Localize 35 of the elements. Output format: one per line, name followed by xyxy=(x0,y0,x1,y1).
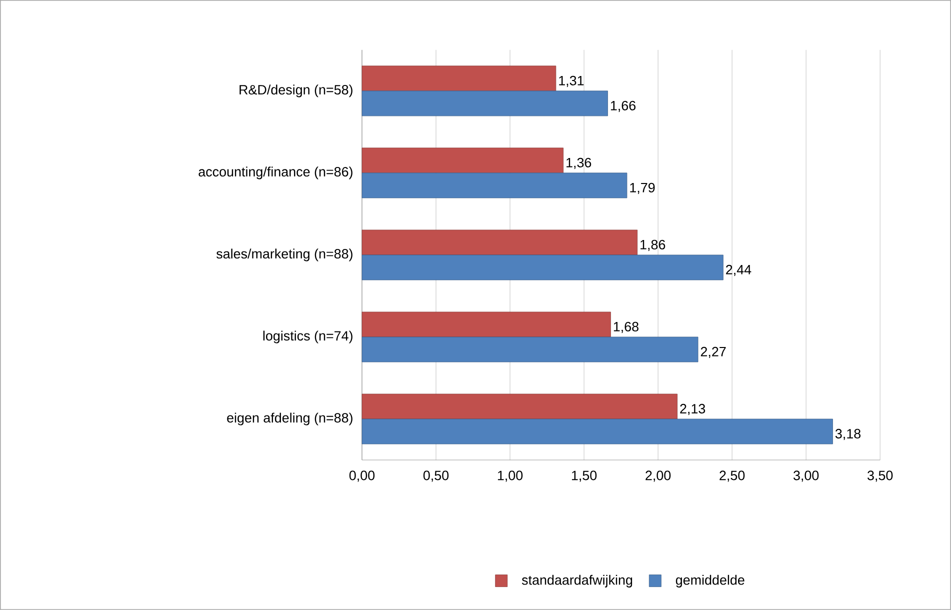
data-label: 1,36 xyxy=(566,158,592,170)
x-tick-label: 0,00 xyxy=(349,470,375,482)
bar xyxy=(362,148,564,174)
bar xyxy=(362,172,628,198)
data-label: 1,86 xyxy=(640,240,666,252)
data-label: 1,79 xyxy=(630,182,655,194)
bar xyxy=(362,254,724,280)
bar xyxy=(362,394,678,420)
legend-label: gemiddelde xyxy=(676,574,744,588)
x-tick-label: 3,00 xyxy=(794,470,819,482)
x-tick-label: 0,50 xyxy=(423,470,449,482)
bar xyxy=(362,418,833,444)
x-tick-label: 1,50 xyxy=(572,470,597,482)
data-label: 1,66 xyxy=(610,100,636,112)
x-tick-label: 1,00 xyxy=(498,470,523,482)
bar xyxy=(362,336,698,362)
bar xyxy=(362,312,611,338)
data-label: 1,31 xyxy=(559,76,584,87)
x-tick-label: 2,50 xyxy=(720,470,745,482)
y-tick-label: logistics (n=74) xyxy=(263,330,352,344)
y-tick-label: eigen afdeling (n=88) xyxy=(227,412,352,426)
y-tick-label: accounting/finance (n=86) xyxy=(198,166,352,180)
data-label: 2,44 xyxy=(726,264,752,276)
bar xyxy=(362,66,556,92)
legend-label: standaardafwijking xyxy=(522,574,632,588)
x-tick-label: 2,00 xyxy=(646,470,671,482)
bar xyxy=(362,90,608,116)
data-label: 2,27 xyxy=(700,346,726,358)
data-label: 3,18 xyxy=(835,428,861,440)
x-tick-label: 3,50 xyxy=(868,470,893,482)
bar xyxy=(362,230,638,256)
data-label: 2,13 xyxy=(680,404,706,416)
data-label: 1,68 xyxy=(614,322,638,334)
y-tick-label: sales/marketing (n=88) xyxy=(216,248,352,262)
y-tick-label: R&D/design (n=58) xyxy=(240,84,352,98)
